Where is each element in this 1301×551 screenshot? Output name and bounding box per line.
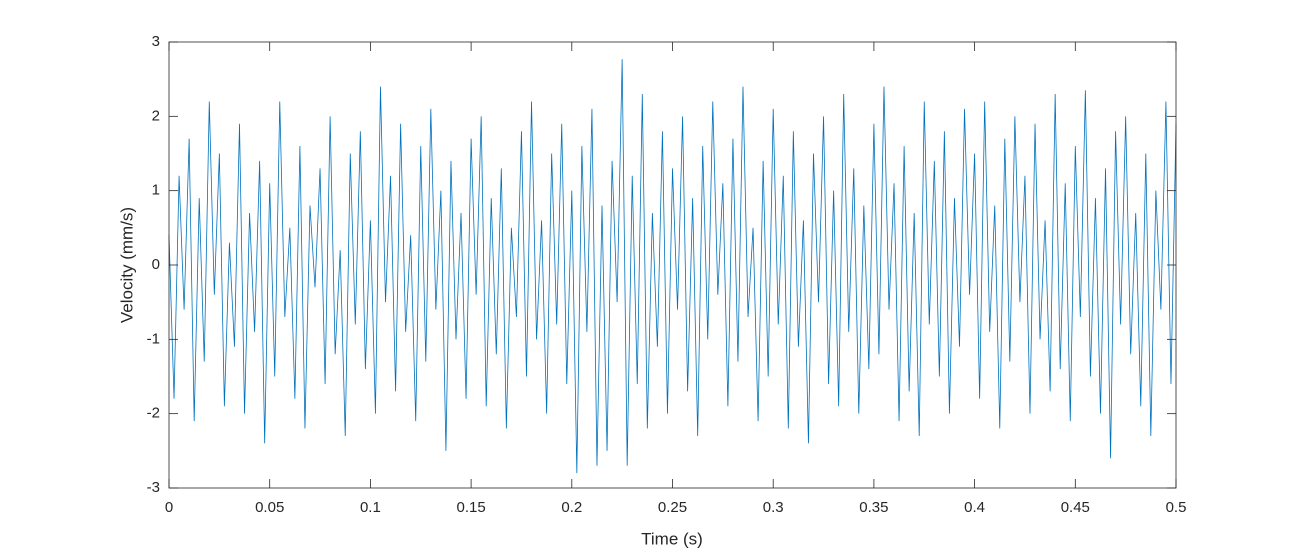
x-tick-label: 0.5	[1166, 499, 1187, 516]
y-tick-label: 2	[152, 107, 160, 124]
x-tick-label: 0.3	[763, 499, 784, 516]
x-tick-label: 0.4	[964, 499, 985, 516]
y-tick-label: 3	[152, 33, 160, 50]
x-tick-label: 0.25	[658, 499, 687, 516]
y-tick-label: 1	[152, 182, 160, 199]
y-axis-label: Velocity (mm/s)	[117, 207, 136, 323]
y-tick-label: -2	[147, 405, 160, 422]
x-tick-label: 0.05	[255, 499, 284, 516]
y-tick-label: -3	[147, 479, 160, 496]
x-tick-label: 0.35	[859, 499, 888, 516]
x-tick-label: 0	[165, 499, 173, 516]
x-tick-label: 0.2	[561, 499, 582, 516]
x-tick-label: 0.15	[456, 499, 485, 516]
y-tick-label: -1	[147, 330, 160, 347]
x-axis-label: Time (s)	[641, 529, 703, 548]
data-line	[168, 59, 1177, 474]
y-tick-label: 0	[152, 256, 160, 273]
x-tick-label: 0.1	[360, 499, 381, 516]
x-tick-label: 0.45	[1061, 499, 1090, 516]
